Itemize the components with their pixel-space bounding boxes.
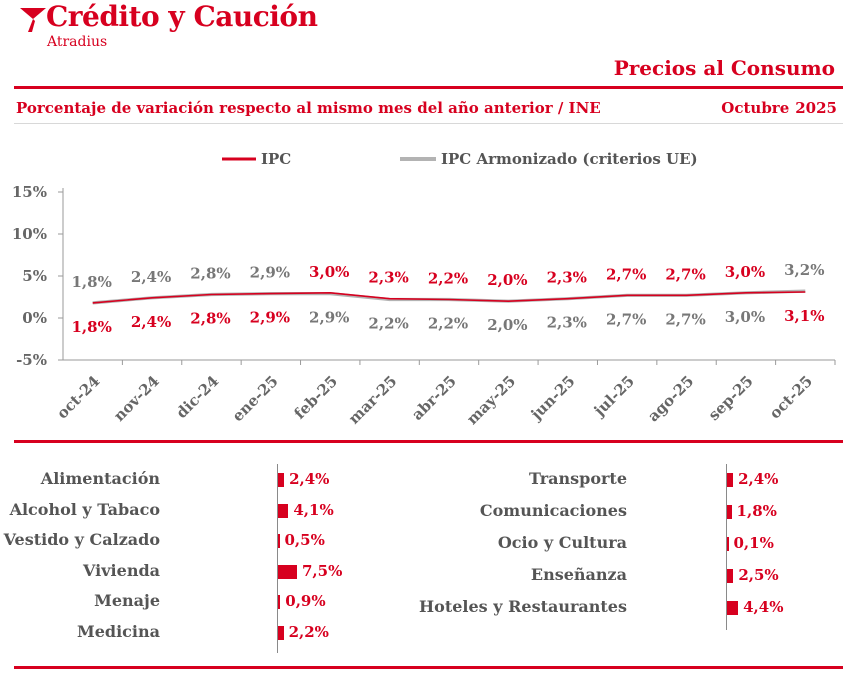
ipc-data-label: 2,3% — [368, 269, 408, 287]
x-tick-label: ago-25 — [644, 372, 697, 425]
y-tick-label: 15% — [12, 183, 47, 201]
atradius-logo-icon — [20, 8, 46, 32]
category-label: Menaje — [94, 591, 160, 610]
y-tick-label: 0% — [22, 309, 47, 327]
x-tick-label: oct-24 — [53, 372, 103, 422]
category-label: Vivienda — [83, 560, 160, 580]
ipc-series-line — [92, 291, 806, 304]
ipc-data-label: 2,3% — [547, 269, 587, 287]
category-bar — [278, 503, 289, 518]
category-bar — [278, 473, 285, 487]
y-tick-label: 5% — [22, 267, 47, 285]
brand-subtitle: Atradius — [47, 34, 108, 50]
ipc-armonizado-data-label: 2,8% — [190, 264, 230, 282]
legend-ipc-label: IPC — [261, 150, 291, 168]
brand-name: Crédito y Caución — [46, 0, 318, 33]
ipc-armonizado-data-label: 2,0% — [487, 316, 527, 334]
ipc-line-chart: 15% 10% 5% 0% -5% oct-24 nov-24 dic-24 ene-25 feb… — [12, 150, 836, 428]
ipc-data-label: 2,8% — [190, 309, 230, 327]
x-tick-label: mar-25 — [345, 372, 401, 428]
category-value: 2,4% — [289, 470, 330, 488]
ipc-armonizado-data-label: 3,0% — [725, 308, 765, 326]
x-tick-label: jul-25 — [589, 372, 638, 421]
ipc-armonizado-data-label: 1,8% — [72, 273, 112, 291]
category-bar — [278, 564, 297, 579]
category-bar — [727, 505, 732, 519]
ipc-armonizado-data-label: 3,2% — [784, 261, 824, 279]
ipc-armonizado-data-label: 2,4% — [131, 268, 171, 286]
category-label: Comunicaciones — [479, 501, 627, 520]
category-value: 2,2% — [288, 622, 329, 641]
footer-divider — [14, 666, 843, 669]
x-tick-label: dic-24 — [172, 372, 222, 422]
category-bar — [727, 537, 729, 551]
ipc-data-label: 2,4% — [131, 313, 171, 331]
x-tick-label: sep-25 — [705, 372, 757, 424]
report-period: Octubre 2025 — [721, 99, 837, 117]
category-value: 0,9% — [285, 592, 326, 610]
ipc-data-label: 2,7% — [665, 265, 705, 283]
category-label: Transporte — [528, 469, 627, 488]
ipc-data-label: 2,2% — [428, 270, 468, 288]
category-label: Alcohol y Tabaco — [9, 499, 160, 519]
category-value: 4,4% — [743, 598, 784, 616]
ipc-data-label: 3,0% — [309, 263, 349, 281]
ipc-armonizado-data-label: 2,3% — [547, 314, 587, 332]
header-divider — [14, 86, 843, 89]
ipc-data-label: 3,0% — [725, 263, 765, 281]
ipc-data-label: 2,0% — [487, 271, 527, 289]
ipc-data-label: 2,7% — [606, 265, 646, 283]
category-bar — [278, 595, 281, 609]
x-tick-label: nov-24 — [110, 372, 163, 425]
categories_left-axis-line — [277, 464, 278, 653]
x-tick-label: feb-25 — [290, 372, 341, 423]
category-label: Alimentación — [40, 469, 160, 488]
category-value: 7,5% — [301, 561, 343, 580]
y-tick-label: -5% — [16, 351, 47, 369]
ipc-armonizado-data-label: 2,9% — [250, 264, 290, 282]
period-year: 2025 — [795, 99, 837, 117]
categories_right-axis-line — [726, 464, 727, 630]
category-label: Enseñanza — [530, 565, 627, 584]
ipc-armonizado-data-label: 2,9% — [309, 309, 349, 327]
chart-subtitle: Porcentaje de variación respecto al mism… — [16, 99, 601, 117]
category-label: Ocio y Cultura — [497, 533, 627, 552]
ipc-armonizado-data-label: 2,7% — [606, 310, 646, 328]
x-tick-label: abr-25 — [408, 372, 460, 424]
ipc-data-label: 3,1% — [784, 307, 824, 325]
period-month: Octubre — [721, 99, 790, 117]
x-tick-label: oct-25 — [766, 372, 816, 422]
x-tick-label: ene-25 — [229, 372, 282, 425]
category-value: 0,5% — [284, 531, 325, 549]
category-bar — [727, 569, 734, 583]
x-tick-label: may-25 — [463, 372, 519, 428]
category-value: 1,8% — [736, 502, 777, 520]
chart-divider — [14, 440, 843, 443]
ipc-armonizado-data-label: 2,2% — [428, 315, 468, 333]
ipc-armonizado-data-label: 2,7% — [665, 310, 705, 328]
category-label: Medicina — [77, 621, 160, 641]
category-bar — [727, 473, 734, 487]
x-tick-label: jun-25 — [526, 372, 579, 425]
category-bar — [278, 534, 280, 548]
report-title: Precios al Consumo — [613, 56, 835, 80]
category-bar — [727, 601, 739, 615]
ipc-armonizado-data-label: 2,2% — [368, 315, 408, 333]
category-value: 2,5% — [738, 566, 779, 584]
category-bar — [278, 625, 284, 640]
ipc-armonizado-series-line — [92, 289, 806, 305]
ipc-data-label: 2,9% — [250, 309, 290, 327]
category-label: Vestido y Calzado — [3, 530, 160, 549]
category-label: Hoteles y Restaurantes — [419, 597, 627, 616]
subtitle-divider — [14, 123, 843, 124]
ipc-data-label: 1,8% — [72, 318, 112, 336]
category-value: 0,1% — [733, 534, 774, 552]
category-value: 2,4% — [738, 470, 779, 488]
category-value: 4,1% — [293, 500, 334, 519]
legend-ipc-armonizado-label: IPC Armonizado (criterios UE) — [441, 150, 698, 168]
y-tick-label: 10% — [12, 225, 47, 243]
